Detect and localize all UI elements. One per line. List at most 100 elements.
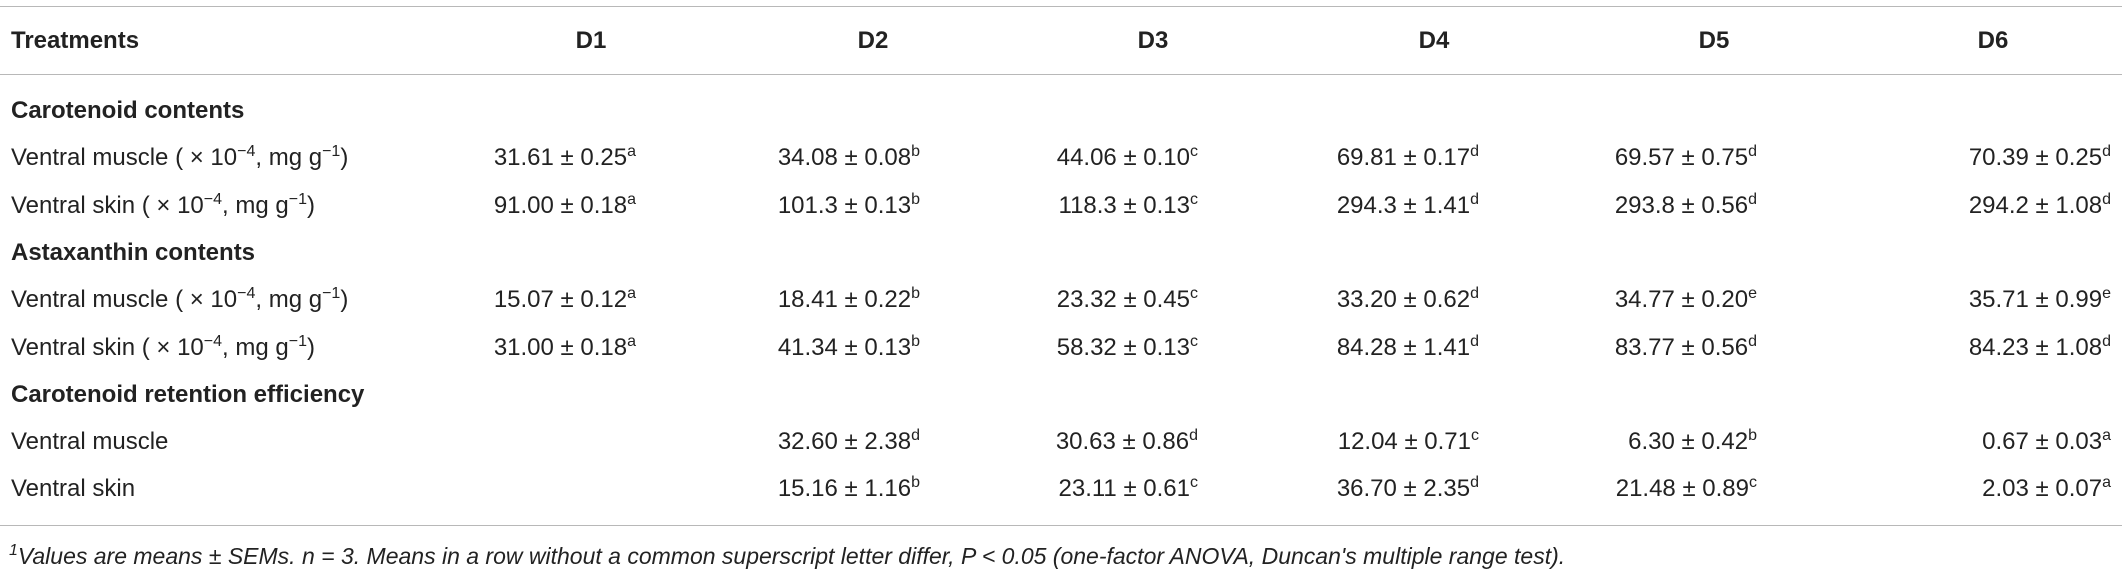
cell: 32.60 ± 2.38d	[778, 427, 920, 457]
significance-letter: d	[1470, 190, 1479, 208]
significance-letter: c	[1190, 285, 1198, 303]
cell: 84.23 ± 1.08d	[1969, 333, 2111, 363]
significance-letter: a	[627, 285, 636, 303]
label-text: )	[340, 286, 349, 314]
cell-value: 15.07 ± 0.12	[493, 286, 628, 314]
significance-letter: b	[1748, 427, 1757, 445]
label-text: )	[306, 333, 315, 361]
cell: 36.70 ± 2.35d	[1337, 474, 1479, 504]
cell-value: 41.34 ± 0.13	[777, 333, 912, 361]
cell-value: 69.81 ± 0.17	[1336, 144, 1471, 172]
label-text: )	[306, 191, 315, 219]
significance-letter: c	[1471, 427, 1479, 445]
header-text: D2	[857, 27, 889, 54]
cell: 18.41 ± 0.22b	[778, 285, 920, 315]
cell-value: 31.61 ± 0.25	[493, 144, 628, 172]
cell-value: 101.3 ± 0.13	[777, 191, 912, 219]
significance-letter: d	[2102, 190, 2111, 208]
cell: 2.03 ± 0.07a	[1982, 474, 2111, 504]
superscript: −1	[322, 143, 341, 161]
significance-letter: b	[911, 332, 920, 350]
significance-letter: b	[911, 143, 920, 161]
cell: 294.3 ± 1.41d	[1337, 191, 1479, 221]
cell-value: 294.2 ± 1.08	[1968, 191, 2103, 219]
cell: 293.8 ± 0.56d	[1615, 191, 1757, 221]
cell: 294.2 ± 1.08d	[1969, 191, 2111, 221]
significance-letter: a	[627, 143, 636, 161]
cell: 15.16 ± 1.16b	[778, 474, 920, 504]
significance-letter: c	[1190, 190, 1198, 208]
significance-letter: d	[1748, 143, 1757, 161]
cell-value: 36.70 ± 2.35	[1336, 475, 1471, 503]
significance-letter: a	[2102, 474, 2111, 492]
cell: 31.61 ± 0.25a	[494, 143, 636, 173]
cell: 44.06 ± 0.10c	[1057, 143, 1198, 173]
significance-letter: a	[627, 190, 636, 208]
cell-value: 23.11 ± 0.61	[1058, 475, 1191, 503]
cell-value: 69.57 ± 0.75	[1614, 144, 1749, 172]
cell-value: 294.3 ± 1.41	[1336, 191, 1471, 219]
significance-letter: c	[1190, 474, 1198, 492]
cell-value: 15.16 ± 1.16	[777, 475, 912, 503]
section-title: Astaxanthin contents	[11, 238, 255, 268]
row-label: Ventral skin ( × 10−4, mg g−1)	[11, 191, 315, 221]
cell-value: 293.8 ± 0.56	[1614, 191, 1749, 219]
cell-value: 34.08 ± 0.08	[777, 144, 912, 172]
cell-value: 91.00 ± 0.18	[493, 191, 628, 219]
cell: 23.11 ± 0.61c	[1059, 474, 1199, 504]
section-title: Carotenoid contents	[11, 96, 244, 126]
row-label: Ventral skin	[11, 474, 135, 504]
superscript: −4	[237, 143, 256, 161]
column-header: Treatments	[11, 26, 139, 56]
significance-letter: d	[1470, 143, 1479, 161]
section-text: Carotenoid contents	[11, 97, 245, 124]
significance-letter: d	[1470, 285, 1479, 303]
cell: 15.07 ± 0.12a	[494, 285, 636, 315]
rule	[0, 74, 2122, 75]
label-text: , mg g	[222, 191, 289, 219]
row-label: Ventral muscle ( × 10−4, mg g−1)	[11, 143, 348, 173]
superscript: −4	[203, 190, 223, 208]
significance-letter: d	[1470, 474, 1479, 492]
column-header: D5	[1564, 26, 1864, 56]
superscript: −1	[288, 332, 307, 350]
cell: 84.28 ± 1.41d	[1337, 333, 1479, 363]
cell-value: 18.41 ± 0.22	[777, 286, 912, 314]
row-label: Ventral muscle	[11, 427, 168, 457]
header-text: D3	[1137, 27, 1169, 54]
significance-letter: d	[1748, 190, 1757, 208]
label-text: Ventral skin ( × 10	[11, 191, 204, 219]
cell-value: 6.30 ± 0.42	[1628, 428, 1749, 456]
cell-value: 12.04 ± 0.71	[1337, 428, 1471, 456]
label-text: Ventral muscle	[11, 428, 169, 456]
label-text: )	[340, 144, 349, 172]
column-header: D2	[723, 26, 1023, 56]
superscript: −1	[322, 285, 341, 303]
cell-value: 70.39 ± 0.25	[1968, 144, 2103, 172]
section-text: Astaxanthin contents	[11, 238, 256, 266]
cell: 83.77 ± 0.56d	[1615, 333, 1757, 363]
superscript: −4	[237, 285, 256, 303]
cell: 31.00 ± 0.18a	[494, 333, 636, 363]
cell: 118.3 ± 0.13c	[1059, 191, 1199, 221]
cell-value: 21.48 ± 0.89	[1615, 475, 1749, 503]
label-text: Ventral skin	[11, 475, 136, 503]
cell: 69.81 ± 0.17d	[1337, 143, 1479, 173]
column-header: D3	[1003, 26, 1303, 56]
header-text: D4	[1418, 27, 1450, 54]
significance-letter: c	[1749, 474, 1757, 492]
cell: 33.20 ± 0.62d	[1337, 285, 1479, 315]
label-text: , mg g	[255, 144, 323, 172]
cell-value: 0.67 ± 0.03	[1982, 428, 2103, 456]
significance-letter: c	[1190, 332, 1198, 350]
significance-letter: d	[911, 427, 920, 445]
significance-letter: d	[1748, 332, 1757, 350]
header-text: Treatments	[11, 27, 140, 54]
column-header: D6	[1843, 26, 2122, 56]
rule	[0, 525, 2122, 526]
cell-value: 32.60 ± 2.38	[777, 428, 912, 456]
cell-value: 118.3 ± 0.13	[1058, 191, 1191, 219]
cell-value: 2.03 ± 0.07	[1982, 475, 2103, 503]
cell: 91.00 ± 0.18a	[494, 191, 636, 221]
cell: 30.63 ± 0.86d	[1056, 427, 1198, 457]
